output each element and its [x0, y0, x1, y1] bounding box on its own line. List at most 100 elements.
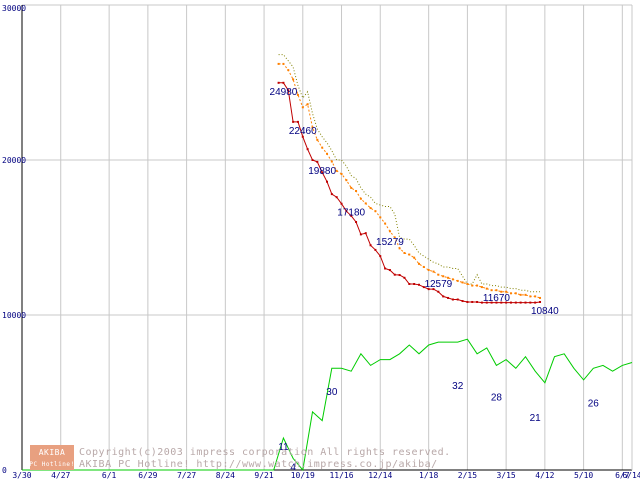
- price_avg-point: [447, 276, 450, 279]
- price_min-point: [451, 298, 454, 301]
- price_min-point: [437, 290, 440, 293]
- price_min-point: [364, 232, 367, 235]
- data-label: 17180: [337, 208, 365, 219]
- price_min-point: [296, 120, 299, 123]
- watermark-logo-bottom: PC Hotline!: [29, 461, 74, 468]
- watermark-logo-box: [30, 445, 74, 470]
- watermark-site: AKIBA PC Hotline! http://www.watch.impre…: [79, 459, 438, 470]
- x-tick-label: 3/15: [496, 471, 515, 480]
- price_min-point: [311, 159, 314, 161]
- price_avg-point: [403, 252, 406, 254]
- price_min-point: [379, 255, 382, 258]
- price_min-point: [413, 283, 416, 285]
- price_avg-point: [505, 290, 508, 293]
- data-label: 32: [452, 381, 464, 392]
- price_min-point: [321, 171, 324, 174]
- price_min-point: [277, 81, 280, 84]
- price_avg-point: [500, 290, 503, 293]
- price_avg-point: [422, 265, 425, 268]
- data-label: 10840: [531, 306, 559, 317]
- price_avg-point: [296, 93, 299, 96]
- price_min-point: [480, 301, 483, 304]
- price_avg-point: [539, 296, 542, 299]
- price_avg-point: [480, 286, 483, 289]
- price_avg-point: [437, 273, 440, 276]
- x-tick-label: 6/1: [102, 471, 117, 480]
- price_avg-line: [278, 63, 541, 299]
- price_avg-point: [287, 69, 290, 72]
- grid: [21, 4, 633, 471]
- price_avg-point: [340, 172, 343, 175]
- x-tick-label: 2/15: [458, 471, 477, 480]
- y-tick-label: 30000: [2, 4, 26, 13]
- price_avg-point: [282, 62, 285, 65]
- price_min-point: [326, 180, 328, 183]
- watermark-logo-top: AKIBA: [39, 448, 66, 457]
- price_min-point: [524, 301, 527, 304]
- price_avg-point: [316, 138, 319, 141]
- price_avg-point: [529, 295, 532, 298]
- data-label: 15279: [376, 237, 404, 248]
- price_min-point: [292, 120, 295, 123]
- price_min-point: [534, 301, 537, 304]
- price_min-point: [500, 301, 503, 304]
- price_min-point: [495, 301, 498, 304]
- x-tick-label: 11/16: [329, 471, 353, 480]
- price_min-point: [432, 288, 435, 291]
- x-tick-label: 9/21: [254, 471, 273, 480]
- price_avg-point: [359, 197, 362, 200]
- y-tick-label: 20000: [2, 156, 26, 165]
- price_min-point: [447, 296, 450, 299]
- price_min-point: [287, 89, 290, 92]
- price_min-point: [490, 301, 493, 304]
- y-tick-label: 0: [2, 466, 7, 475]
- price_avg-point: [514, 292, 517, 295]
- price_avg-point: [519, 293, 522, 296]
- x-tick-label: 1/18: [419, 471, 438, 480]
- price_min-point: [539, 300, 542, 303]
- price_avg-point: [277, 62, 280, 65]
- x-tick-label: 12/14: [368, 471, 392, 480]
- price_min-point: [461, 300, 464, 303]
- price_avg-point: [384, 222, 387, 225]
- x-tick-label: 8/24: [216, 471, 235, 480]
- price_avg-point: [379, 216, 382, 219]
- x-tick-label: 4/27: [51, 471, 70, 480]
- data-label: 26: [588, 398, 600, 409]
- watermark: AKIBA PC Hotline! Copyright(c)2003 impre…: [29, 445, 450, 470]
- data-label: 30: [326, 387, 338, 398]
- price_min-point: [514, 301, 517, 304]
- price_min-point: [422, 286, 425, 289]
- x-tick-label: 3/30: [12, 471, 31, 480]
- labels-layer: 24980 22460 19880 17180 15279 12579 11670 10840…: [270, 87, 600, 474]
- watermark-copyright: Copyright(c)2003 impress corporation All…: [79, 447, 451, 458]
- price_avg-point: [364, 202, 367, 205]
- price_avg-point: [393, 236, 396, 239]
- price_avg-point: [345, 179, 348, 182]
- price_avg-point: [509, 292, 512, 295]
- price_avg-point: [388, 230, 391, 233]
- price_avg-point: [495, 289, 498, 292]
- price_avg-point: [321, 146, 324, 149]
- price_min-point: [301, 135, 304, 138]
- ticks-layer: 0 10000 20000 30000 3/30 4/27 6/1 6/29 7/27 8/24 9…: [2, 4, 640, 480]
- series-layer: [22, 54, 633, 472]
- price_avg-point: [369, 207, 372, 210]
- x-tick-label: 7/27: [177, 471, 196, 480]
- price_avg-point: [451, 278, 454, 281]
- price_max-line: [278, 54, 540, 293]
- price_min-point: [316, 160, 319, 163]
- price_min-point: [330, 193, 333, 196]
- price_avg-point: [485, 287, 488, 290]
- data-label: 24980: [270, 87, 298, 98]
- price_avg-point: [476, 284, 479, 287]
- price_avg-point: [524, 293, 527, 296]
- price_avg-point: [456, 279, 459, 282]
- price_min-point: [442, 295, 445, 298]
- axes: [21, 5, 633, 471]
- data-label: 12579: [424, 279, 452, 290]
- price_min-point: [476, 300, 479, 303]
- x-tick-label: 4/12: [535, 471, 554, 480]
- price_avg-point: [335, 169, 338, 172]
- price_min-point: [350, 214, 353, 217]
